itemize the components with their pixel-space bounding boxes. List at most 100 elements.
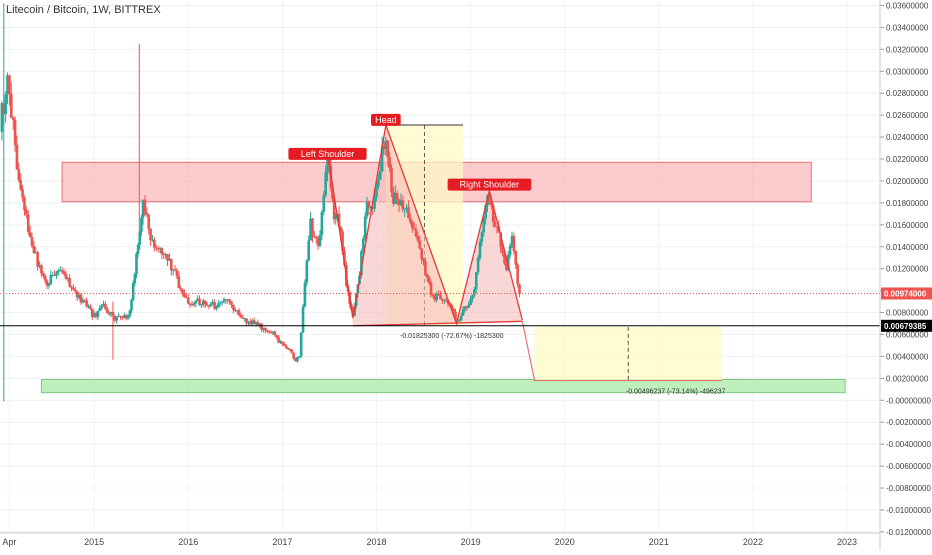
price-axis-label: 0.02200000: [886, 155, 929, 164]
price-axis[interactable]: 0.03600000 0.03400000 0.03200000 0.03000000…: [879, 0, 932, 550]
annotation-label: Left Shoulder: [301, 149, 355, 159]
candle-body: [173, 269, 177, 271]
candle-body: [4, 94, 7, 115]
price-axis-label: -0.00200000: [886, 418, 931, 427]
candle-body: [166, 254, 169, 261]
candle-body: [72, 287, 75, 290]
candle-body: [332, 199, 336, 220]
candle-body: [83, 300, 87, 302]
candle-body: [250, 320, 254, 325]
candle-body: [514, 251, 518, 265]
candle-body: [341, 231, 344, 251]
candle-body: [512, 235, 516, 252]
candle-body: [162, 254, 166, 256]
candle-body: [104, 303, 107, 309]
candle-body: [476, 257, 480, 273]
candle-body: [277, 337, 280, 343]
candle-body: [43, 275, 47, 281]
candle-body: [249, 321, 252, 325]
candle-body: [292, 352, 295, 359]
candle-body: [36, 252, 39, 267]
candle-body: [81, 300, 85, 303]
candle-body: [98, 308, 102, 311]
candle-body: [143, 199, 147, 213]
candle-body: [213, 302, 216, 309]
candle-body: [40, 265, 43, 274]
candle-body: [363, 216, 367, 239]
candle-body: [446, 300, 450, 304]
candle-body: [224, 299, 228, 301]
candle-body: [442, 299, 446, 301]
candle-body: [254, 322, 258, 325]
candle-body: [135, 253, 138, 275]
current-price-tag-label: 0.00974000: [884, 289, 927, 298]
candle-body: [386, 140, 390, 158]
candle-body: [516, 264, 519, 285]
price-axis-label: 0.02000000: [886, 177, 929, 186]
price-axis-label: 0.03200000: [886, 45, 929, 54]
drawings: [326, 122, 722, 382]
candle-body: [87, 306, 90, 308]
candle-body: [518, 284, 521, 294]
measurement-label: -0.00496237 (-73.14%) -496237: [626, 389, 726, 396]
candle-body: [126, 316, 130, 319]
candle-body: [282, 343, 286, 346]
candle-body: [47, 284, 51, 286]
candle-body: [57, 270, 60, 273]
candle-body: [156, 248, 160, 250]
candle-body: [252, 320, 256, 325]
candle-body: [113, 315, 117, 321]
candle-body: [473, 289, 476, 296]
candle-body: [459, 315, 463, 321]
candle-body: [311, 218, 314, 237]
time-axis-label: 2018: [366, 537, 386, 547]
candle-body: [296, 356, 299, 362]
head-shoulders-fill: [327, 125, 523, 326]
time-axis[interactable]: Apr 2015 2016 2017 2018 2019 2020 2021 2022 2023: [0, 532, 880, 547]
time-axis-label: 2021: [649, 537, 669, 547]
candle-body: [243, 318, 247, 320]
candle-body: [441, 299, 444, 301]
candle-body: [467, 304, 471, 308]
candle-body: [15, 144, 19, 170]
candle-body: [429, 282, 433, 295]
candle-body: [209, 304, 213, 307]
measurement-label: -0.01825300 (-72.67%) -1825300: [400, 333, 504, 340]
candle-body: [49, 275, 53, 285]
candle-body: [397, 199, 401, 206]
candle-body: [122, 315, 126, 318]
candle-body: [169, 258, 173, 271]
candle-body: [147, 214, 151, 229]
candle-body: [469, 299, 472, 305]
candle-body: [371, 207, 375, 209]
candle-body: [121, 316, 124, 318]
candle-body: [145, 212, 149, 215]
price-axis-label: 0.02600000: [886, 111, 929, 120]
time-axis-label: 2019: [461, 537, 481, 547]
candle-body: [32, 245, 36, 253]
candle-body: [313, 236, 316, 238]
candle-body: [115, 316, 119, 321]
candle-body: [201, 300, 205, 305]
price-axis-label: 0.03600000: [886, 1, 929, 10]
candle-body: [420, 248, 423, 259]
candle-body: [380, 145, 384, 172]
candle-body: [324, 172, 327, 196]
candle-body: [361, 238, 365, 252]
candle-body: [205, 304, 209, 306]
time-axis-label: 2017: [272, 537, 292, 547]
candle-body: [73, 289, 77, 292]
zones: [40, 124, 846, 394]
candle-body: [390, 167, 393, 193]
candle-body: [360, 251, 363, 276]
candle-body: [177, 276, 181, 289]
candle-body: [286, 348, 290, 350]
time-axis-label: Apr: [2, 537, 16, 547]
candle-body: [230, 301, 233, 305]
candle-body: [17, 169, 21, 181]
candle-body: [416, 235, 420, 241]
candle-body: [457, 320, 461, 322]
candle-body: [153, 239, 156, 248]
candle-body: [431, 294, 435, 296]
